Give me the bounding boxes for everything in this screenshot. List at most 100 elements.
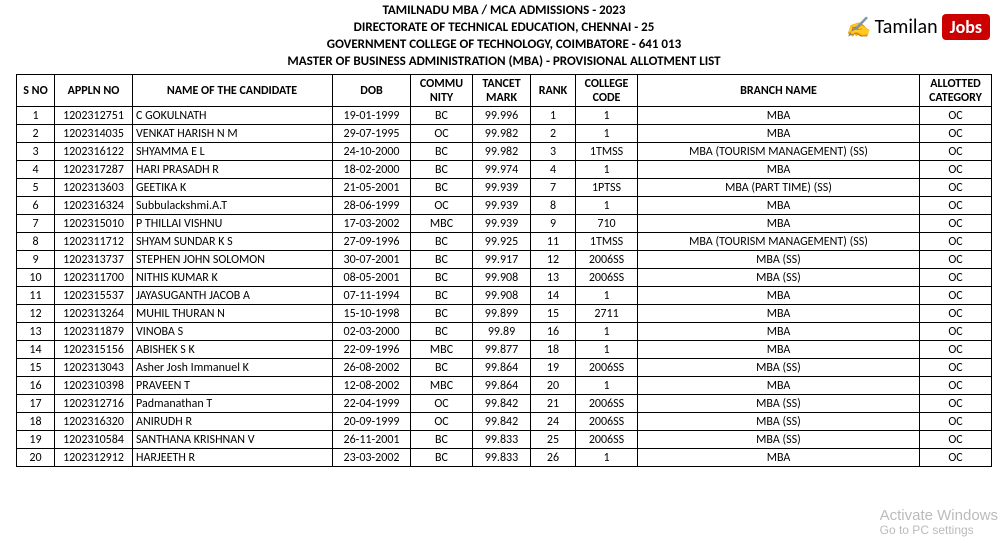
cell-sno: 8	[17, 233, 55, 251]
cell-rank: 3	[531, 143, 576, 161]
logo-brand: Tamilan	[875, 15, 938, 39]
cell-name: Padmanathan T	[133, 395, 333, 413]
cell-code: 2006SS	[576, 251, 638, 269]
cell-sno: 18	[17, 413, 55, 431]
cell-code: 1PTSS	[576, 179, 638, 197]
table-header-row: S NO APPLN NO NAME OF THE CANDIDATE DOB …	[17, 75, 992, 107]
cell-mark: 99.833	[473, 449, 531, 467]
cell-sno: 3	[17, 143, 55, 161]
table-row: 141202315156ABISHEK S K22-09-1996MBC99.8…	[17, 341, 992, 359]
cell-comm: BC	[411, 107, 473, 125]
cell-appln: 1202312751	[55, 107, 133, 125]
cell-branch: MBA	[638, 377, 920, 395]
cell-dob: 21-05-2001	[333, 179, 411, 197]
table-row: 91202313737STEPHEN JOHN SOLOMON30-07-200…	[17, 251, 992, 269]
cell-name: ANIRUDH R	[133, 413, 333, 431]
logo-suffix: Jobs	[942, 14, 990, 40]
table-row: 131202311879VINOBA S02-03-2000BC99.89161…	[17, 323, 992, 341]
cell-dob: 30-07-2001	[333, 251, 411, 269]
cell-dob: 19-01-1999	[333, 107, 411, 125]
cell-code: 1	[576, 161, 638, 179]
table-row: 31202316122SHYAMMA E L24-10-2000BC99.982…	[17, 143, 992, 161]
cell-comm: BC	[411, 179, 473, 197]
cell-code: 2006SS	[576, 413, 638, 431]
cell-rank: 19	[531, 359, 576, 377]
cell-dob: 02-03-2000	[333, 323, 411, 341]
cell-dob: 28-06-1999	[333, 197, 411, 215]
cell-name: C GOKULNATH	[133, 107, 333, 125]
cell-mark: 99.996	[473, 107, 531, 125]
cell-sno: 5	[17, 179, 55, 197]
cell-comm: BC	[411, 287, 473, 305]
cell-branch: MBA (SS)	[638, 269, 920, 287]
cell-dob: 20-09-1999	[333, 413, 411, 431]
cell-rank: 2	[531, 125, 576, 143]
cell-name: SANTHANA KRISHNAN V	[133, 431, 333, 449]
cell-code: 2006SS	[576, 269, 638, 287]
cell-mark: 99.908	[473, 287, 531, 305]
cell-code: 1	[576, 125, 638, 143]
cell-name: NITHIS KUMAR K	[133, 269, 333, 287]
cell-cat: OC	[920, 233, 992, 251]
cell-code: 1	[576, 377, 638, 395]
cell-mark: 99.939	[473, 197, 531, 215]
cell-rank: 13	[531, 269, 576, 287]
cell-comm: BC	[411, 161, 473, 179]
cell-rank: 7	[531, 179, 576, 197]
cell-mark: 99.899	[473, 305, 531, 323]
table-row: 101202311700NITHIS KUMAR K08-05-2001BC99…	[17, 269, 992, 287]
table-row: 121202313264MUHIL THURAN N15-10-1998BC99…	[17, 305, 992, 323]
cell-cat: OC	[920, 305, 992, 323]
cell-comm: BC	[411, 323, 473, 341]
cell-mark: 99.89	[473, 323, 531, 341]
cell-sno: 7	[17, 215, 55, 233]
cell-cat: OC	[920, 197, 992, 215]
cell-dob: 15-10-1998	[333, 305, 411, 323]
cell-appln: 1202311879	[55, 323, 133, 341]
cell-code: 1TMSS	[576, 143, 638, 161]
table-row: 51202313603GEETIKA K21-05-2001BC99.93971…	[17, 179, 992, 197]
cell-branch: MBA (TOURISM MANAGEMENT) (SS)	[638, 143, 920, 161]
header: TAMILNADU MBA / MCA ADMISSIONS - 2023 DI…	[0, 0, 1008, 74]
cell-sno: 1	[17, 107, 55, 125]
cell-appln: 1202316122	[55, 143, 133, 161]
cell-code: 2006SS	[576, 395, 638, 413]
col-community: COMMU NITY	[411, 75, 473, 107]
cell-rank: 26	[531, 449, 576, 467]
cell-code: 2711	[576, 305, 638, 323]
cell-code: 1	[576, 449, 638, 467]
cell-name: HARJEETH R	[133, 449, 333, 467]
cell-rank: 1	[531, 107, 576, 125]
cell-appln: 1202313737	[55, 251, 133, 269]
cell-cat: OC	[920, 359, 992, 377]
cell-branch: MBA (SS)	[638, 251, 920, 269]
activate-line-2: Go to PC settings	[880, 523, 998, 537]
cell-dob: 29-07-1995	[333, 125, 411, 143]
col-category: ALLOTTED CATEGORY	[920, 75, 992, 107]
cell-comm: OC	[411, 395, 473, 413]
cell-code: 1	[576, 341, 638, 359]
cell-dob: 27-09-1996	[333, 233, 411, 251]
cell-rank: 16	[531, 323, 576, 341]
cell-sno: 13	[17, 323, 55, 341]
cell-appln: 1202314035	[55, 125, 133, 143]
allotment-table: S NO APPLN NO NAME OF THE CANDIDATE DOB …	[16, 74, 992, 467]
cell-cat: OC	[920, 107, 992, 125]
cell-name: Subbulackshmi.A.T	[133, 197, 333, 215]
cell-dob: 24-10-2000	[333, 143, 411, 161]
cell-code: 1	[576, 287, 638, 305]
cell-mark: 99.842	[473, 413, 531, 431]
cell-name: SHYAM SUNDAR K S	[133, 233, 333, 251]
cell-cat: OC	[920, 287, 992, 305]
table-row: 181202316320ANIRUDH R20-09-1999OC99.8422…	[17, 413, 992, 431]
cell-branch: MBA	[638, 107, 920, 125]
cell-code: 2006SS	[576, 359, 638, 377]
cell-name: JAYASUGANTH JACOB A	[133, 287, 333, 305]
cell-appln: 1202313603	[55, 179, 133, 197]
cell-rank: 9	[531, 215, 576, 233]
cell-code: 1	[576, 197, 638, 215]
activate-line-1: Activate Windows	[880, 509, 998, 523]
cell-comm: MBC	[411, 377, 473, 395]
cell-comm: OC	[411, 197, 473, 215]
cell-branch: MBA (SS)	[638, 413, 920, 431]
